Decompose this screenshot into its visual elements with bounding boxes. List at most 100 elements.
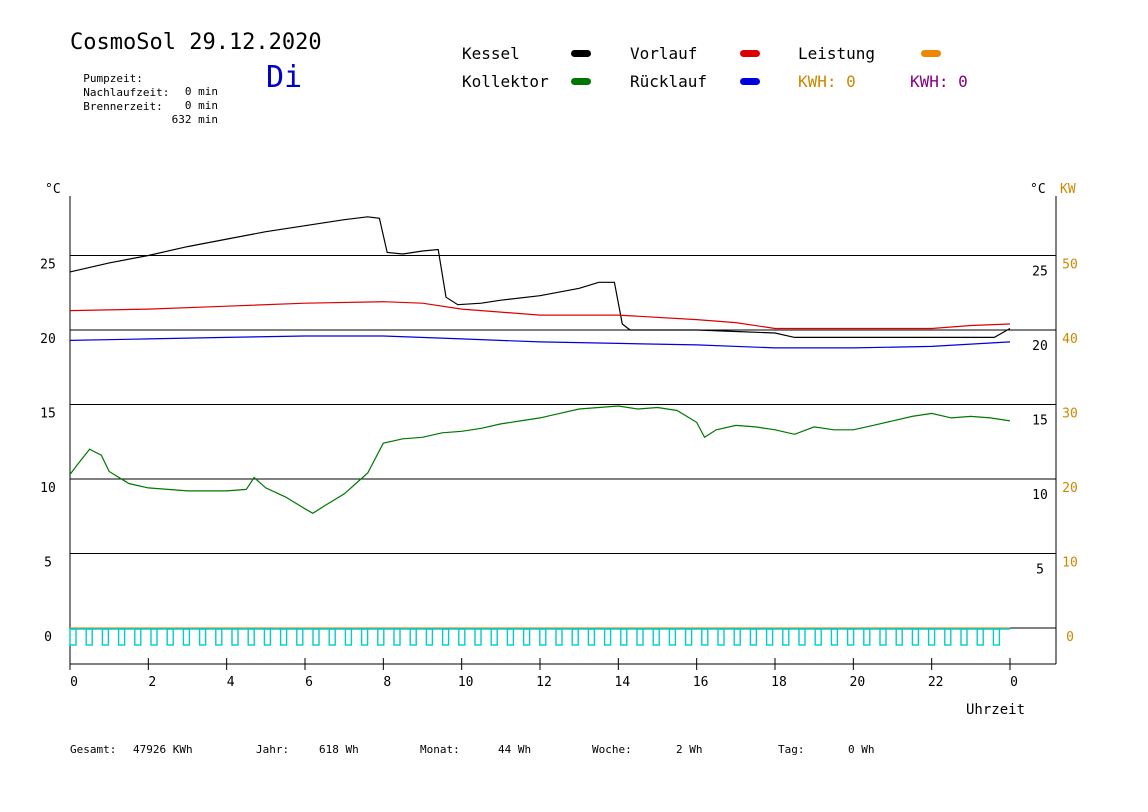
footer-tag-value: 0 Wh — [848, 743, 875, 756]
pump-pulse-marker — [490, 628, 498, 646]
pump-pulse-marker — [846, 628, 855, 646]
pump-pulse-marker — [134, 628, 142, 646]
pump-pulse-marker — [684, 628, 693, 646]
pump-pulse-marker — [895, 628, 903, 646]
pump-pulse-marker — [652, 628, 660, 646]
pump-pulse-marker — [425, 628, 434, 646]
y-tick-label-left: 20 — [40, 332, 56, 347]
pump-pulse-marker — [879, 628, 887, 646]
stat-value: 632 min — [171, 113, 218, 126]
legend-swatch-leistung — [921, 50, 941, 57]
pump-pulse-marker — [409, 628, 417, 646]
y-tick-label-kw: 10 — [1062, 556, 1078, 571]
y-tick-label-left: 0 — [44, 630, 52, 645]
pump-pulse-marker — [749, 628, 758, 646]
pump-pulse-marker — [960, 628, 968, 646]
legend-swatch-ruecklauf — [740, 78, 760, 85]
legend-kollektor: Kollektor — [462, 72, 549, 91]
series-kessel — [69, 216, 1011, 338]
pump-pulse-marker — [522, 628, 531, 646]
pump-pulse-marker — [182, 628, 191, 646]
x-tick-label: 0 — [1010, 675, 1018, 690]
legend-swatch-kessel — [571, 50, 591, 57]
chart-axes — [69, 196, 1057, 665]
legend-leistung: Leistung — [798, 44, 876, 63]
chart-series — [69, 216, 1011, 646]
pump-pulse-marker — [474, 628, 482, 646]
pump-pulse-marker — [620, 628, 628, 646]
pump-pulse-marker — [101, 628, 110, 646]
pump-pulse-marker — [830, 628, 839, 646]
pump-pulse-marker — [911, 628, 920, 646]
pump-pulse-marker — [733, 628, 741, 646]
series-rcklauf — [69, 335, 1011, 349]
legend-swatch-kollektor — [571, 78, 591, 85]
pump-pulse-marker — [328, 628, 336, 646]
pump-pulse-marker — [539, 628, 547, 646]
pump-pulse-marker — [150, 628, 158, 646]
stat-label: Pumpzeit: — [83, 72, 143, 85]
pump-pulse-marker — [863, 628, 871, 646]
x-tick-label: 12 — [536, 675, 552, 690]
stat-pumpzeit: Pumpzeit: 0 min — [70, 59, 218, 98]
stat-label: Brennerzeit: — [83, 100, 163, 113]
pump-pulse-marker — [69, 628, 77, 646]
pump-pulse-marker — [247, 628, 255, 646]
pump-pulse-marker — [393, 628, 401, 646]
footer-tag-label: Tag: — [778, 743, 805, 756]
y-tick-label-left: 10 — [40, 481, 56, 496]
series-vorlauf — [69, 301, 1011, 330]
y-tick-label-left: 25 — [40, 258, 56, 273]
x-axis-label: Uhrzeit — [966, 702, 1025, 718]
footer-jahr-label: Jahr: — [256, 743, 290, 756]
pump-pulse-marker — [603, 628, 612, 646]
pump-pulse-marker — [263, 628, 272, 646]
footer-monat-value: 44 Wh — [498, 743, 532, 756]
footer-woche-value: 2 Wh — [676, 743, 703, 756]
pump-pulse-marker — [215, 628, 223, 646]
x-tick-label: 20 — [850, 675, 866, 690]
pump-pulse-marker — [798, 628, 806, 646]
legend-swatch-vorlauf — [740, 50, 760, 57]
pump-pulse-marker — [927, 628, 936, 646]
x-tick-label: 8 — [383, 675, 391, 690]
pump-pulse-marker — [312, 628, 320, 646]
pump-pulse-marker — [717, 628, 725, 646]
legend-kessel: Kessel — [462, 44, 520, 63]
pump-pulse-marker — [976, 628, 984, 646]
y-tick-label-right: 15 — [1032, 414, 1048, 429]
legend-vorlauf: Vorlauf — [630, 44, 698, 63]
x-tick-label: 0 — [70, 675, 78, 690]
pump-pulse-marker — [636, 628, 644, 646]
legend-ruecklauf: Rücklauf — [630, 72, 708, 91]
x-tick-label: 16 — [693, 675, 709, 690]
x-tick-label: 18 — [771, 675, 787, 690]
y-tick-label-kw: 40 — [1062, 332, 1078, 347]
y-tick-label-right: 10 — [1032, 488, 1048, 503]
stat-nachlaufzeit: Nachlaufzeit: 0 min — [70, 73, 218, 112]
pump-pulse-marker — [782, 628, 790, 646]
chart-grid — [70, 255, 1056, 629]
y-tick-label-kw: 20 — [1062, 481, 1078, 496]
y-tick-label-kw: 30 — [1062, 407, 1078, 422]
pump-pulse-marker — [441, 628, 450, 646]
y-tick-label-kw: 0 — [1066, 630, 1074, 645]
x-tick-label: 14 — [615, 675, 631, 690]
y-tick-label-kw: 50 — [1062, 258, 1078, 273]
pump-pulse-marker — [814, 628, 822, 646]
footer-gesamt-label: Gesamt: — [70, 743, 117, 756]
pump-pulse-marker — [377, 628, 385, 646]
pump-pulse-marker — [668, 628, 677, 646]
pump-pulse-marker — [944, 628, 952, 646]
stat-value: 0 min — [184, 85, 218, 98]
x-tick-label: 4 — [227, 675, 235, 690]
pump-pulse-marker — [506, 628, 515, 646]
pump-pulse-marker — [701, 628, 709, 646]
footer-woche-label: Woche: — [592, 743, 632, 756]
y-tick-label-right: 25 — [1032, 265, 1048, 280]
x-tick-label: 10 — [458, 675, 474, 690]
footer-jahr-value: 618 Wh — [319, 743, 359, 756]
x-tick-label: 22 — [928, 675, 944, 690]
pump-pulse-marker — [555, 628, 563, 646]
